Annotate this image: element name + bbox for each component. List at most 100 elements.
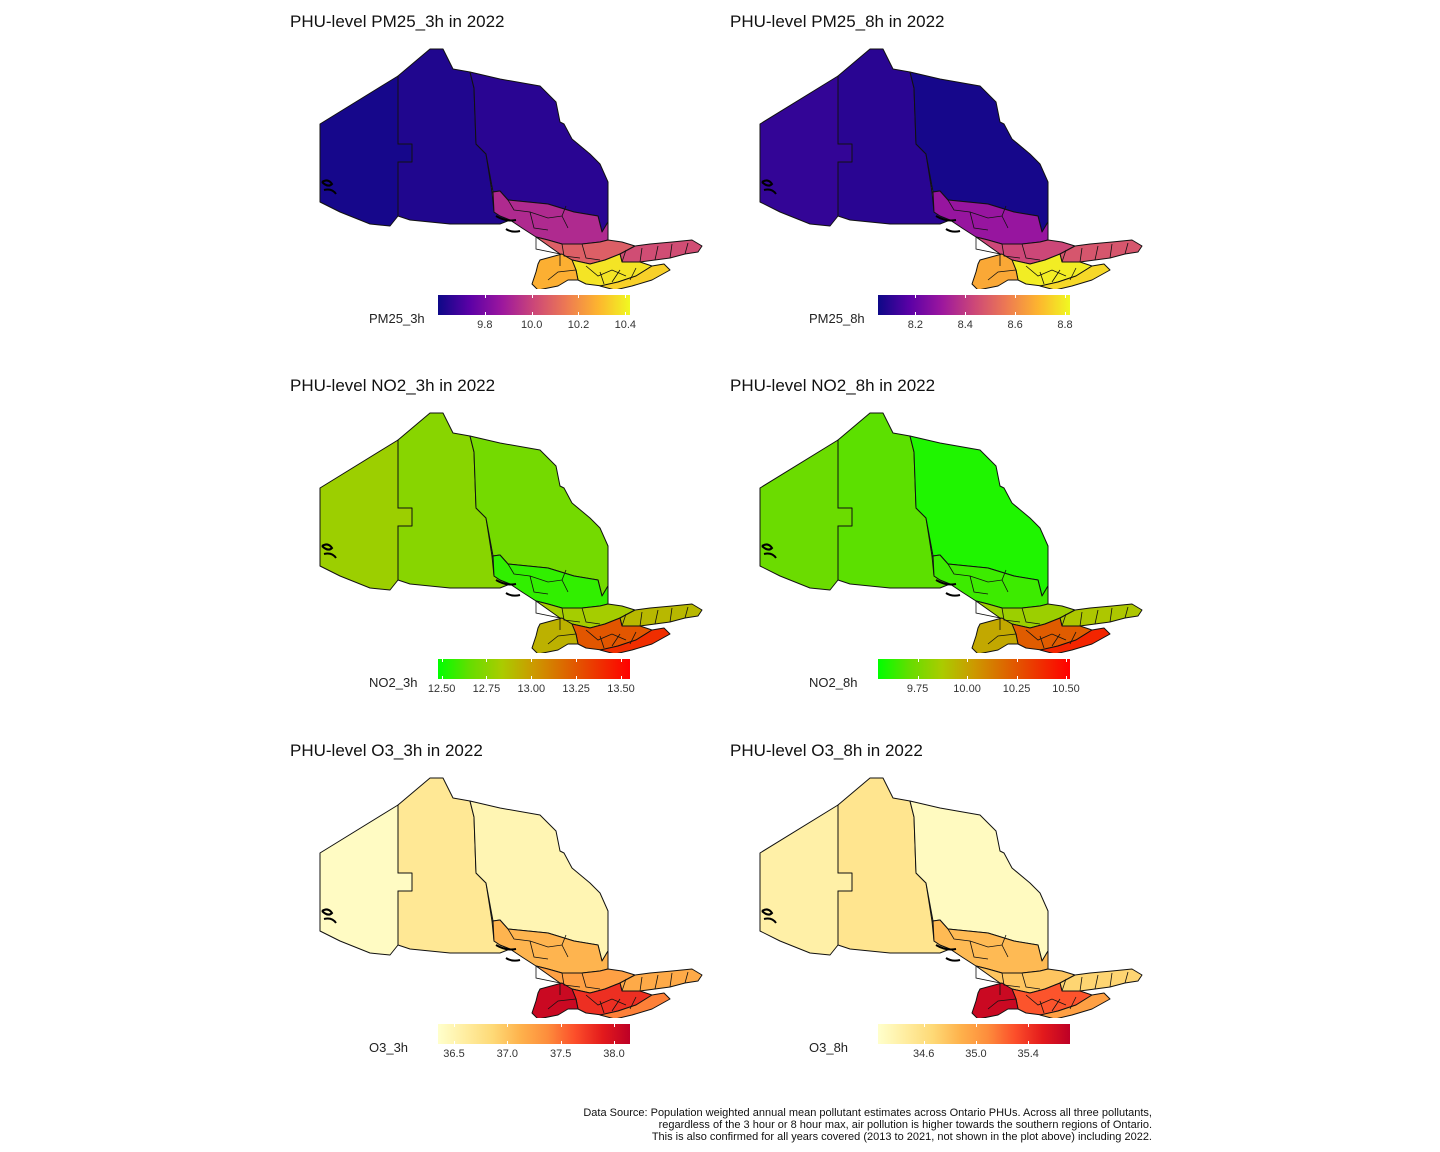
phu-boundary	[629, 631, 637, 645]
legend-tick: 10.0	[521, 295, 542, 331]
phu-boundary	[639, 247, 643, 263]
phu-boundary	[1039, 1000, 1045, 1014]
phu-boundary	[561, 607, 581, 623]
lake-shoreline	[761, 908, 961, 962]
phu-boundary	[507, 928, 569, 958]
phu-boundary	[1124, 242, 1129, 255]
panel-title: PHU-level NO2_3h in 2022	[290, 376, 496, 395]
phu-boundary	[1061, 978, 1067, 992]
legend-tick: 10.25	[1003, 659, 1030, 695]
legend-tick: 10.00	[953, 659, 981, 695]
phu-region-south-east	[599, 992, 671, 1018]
legend-tick-label: 10.50	[1052, 683, 1080, 695]
phu-boundary	[684, 606, 689, 619]
phu-boundary	[1051, 998, 1061, 1012]
phu-boundary	[1001, 243, 1021, 259]
phu-boundary	[969, 575, 989, 595]
caption-line: regardless of the 3 hour or 8 hour max, …	[658, 1119, 1152, 1131]
phu-boundary	[975, 601, 1001, 630]
phu-boundary	[987, 269, 1017, 281]
lake-shoreline	[321, 908, 521, 962]
legend-tick: 10.4	[615, 295, 636, 331]
legend-tick-label: 8.4	[957, 319, 973, 331]
legend-tick: 13.00	[518, 659, 545, 695]
phu-region-east	[1059, 239, 1143, 263]
legend-tick-label: 12.50	[427, 683, 456, 695]
legend-tick-label: 35.0	[965, 1048, 987, 1060]
phu-boundary	[1079, 247, 1083, 263]
phu-boundary	[507, 199, 569, 229]
phu-boundary	[1021, 972, 1041, 990]
ontario-choropleth-map	[319, 48, 703, 289]
phu-boundary	[561, 205, 567, 217]
lake-shoreline	[761, 543, 961, 597]
ontario-choropleth-map	[319, 777, 703, 1018]
legend-tick-label: 10.2	[567, 319, 590, 331]
phu-boundary	[561, 972, 581, 988]
phu-boundary	[629, 267, 637, 281]
phu-region-east	[1059, 968, 1143, 992]
phu-boundary	[1124, 971, 1129, 984]
phu-boundary	[1094, 609, 1099, 625]
phu-boundary	[1069, 631, 1077, 645]
caption-line: This is also confirmed for all years cov…	[651, 1131, 1152, 1143]
phu-boundary	[507, 563, 569, 593]
phu-boundary	[1001, 972, 1021, 988]
phu-boundary	[529, 940, 549, 960]
legend-tick-label: 13.00	[517, 683, 546, 695]
lake-shoreline	[321, 543, 521, 597]
phu-boundary	[1109, 972, 1113, 988]
panel-title: PHU-level O3_8h in 2022	[730, 741, 923, 760]
legend-tick: 9.8	[477, 295, 492, 331]
legend-tick: 38.0	[603, 1024, 625, 1060]
legend-tick: 13.50	[607, 659, 635, 695]
color-legend: O3_3h 36.5 37.0 37.5 38.0	[362, 1024, 662, 1084]
phu-boundary	[975, 237, 1001, 266]
legend-tick: 36.5	[443, 1024, 465, 1060]
phu-boundary	[1124, 606, 1129, 619]
legend-tick: 8.8	[1057, 295, 1073, 331]
phu-boundary	[684, 242, 689, 255]
phu-boundary	[561, 934, 567, 946]
legend-colorbar: 34.6 35.0 35.4	[878, 1024, 1070, 1060]
phu-boundary	[1079, 976, 1083, 992]
color-legend: PM25_3h 9.8 10.0 10.2 10.4	[362, 295, 662, 355]
legend-tick-label: 37.0	[496, 1048, 519, 1060]
legend-tick: 13.25	[562, 659, 590, 695]
phu-boundary	[669, 607, 673, 623]
phu-boundary	[561, 243, 581, 259]
legend-title: O3_8h	[809, 1040, 849, 1055]
phu-boundary	[1001, 607, 1021, 623]
phu-boundary	[1001, 569, 1007, 581]
ontario-choropleth-map	[759, 777, 1143, 1018]
phu-region-east	[1059, 603, 1143, 627]
phu-boundary	[1001, 205, 1007, 217]
color-legend: NO2_3h 12.50 12.75 13.00 13.25 13.50	[362, 659, 662, 719]
phu-boundary	[585, 265, 627, 277]
legend-tick-label: 38.0	[603, 1048, 625, 1060]
phu-region-south-east	[1039, 627, 1111, 653]
phu-boundary	[581, 607, 601, 625]
map-panel-pm25-8h: PHU-level PM25_8h in 2022 PM25_8h 8.2 8.4…	[730, 12, 1170, 377]
phu-boundary	[654, 245, 659, 261]
legend-tick: 35.4	[1017, 1024, 1039, 1060]
phu-boundary	[639, 611, 643, 627]
legend-tick: 37.0	[497, 1024, 518, 1060]
legend-colorbar: 9.8 10.0 10.2 10.4	[438, 295, 636, 331]
phu-region-east	[619, 603, 703, 627]
phu-boundary	[561, 569, 567, 581]
phu-region-south-west	[531, 617, 579, 653]
panel-title: PHU-level O3_3h in 2022	[290, 741, 483, 760]
phu-boundary	[529, 211, 549, 231]
legend-tick: 8.4	[958, 295, 973, 331]
legend-tick-label: 10.0	[520, 319, 543, 331]
phu-boundary	[547, 998, 577, 1010]
legend-tick-label: 13.50	[607, 683, 635, 695]
phu-boundary	[1051, 269, 1061, 283]
phu-boundary	[1079, 611, 1083, 627]
phu-boundary	[621, 978, 627, 992]
phu-boundary	[1025, 629, 1067, 641]
legend-tick-label: 10.25	[1002, 683, 1031, 695]
panel-title: PHU-level NO2_8h in 2022	[730, 376, 936, 395]
legend-tick: 34.6	[913, 1024, 934, 1060]
